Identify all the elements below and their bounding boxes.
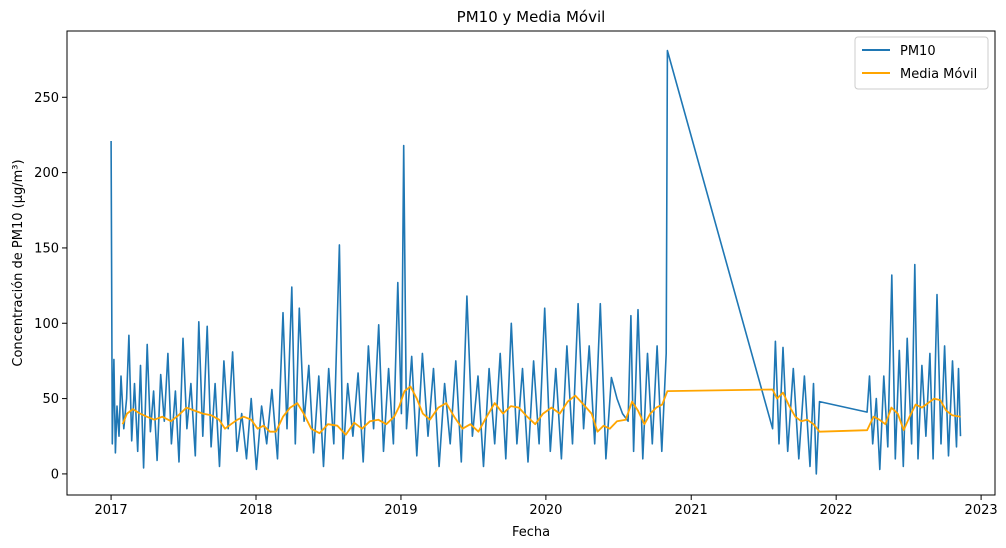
x-tick-label: 2018 <box>239 503 272 518</box>
y-tick-label: 250 <box>34 91 59 106</box>
x-tick-label: 2019 <box>384 503 417 518</box>
x-tick-label: 2020 <box>529 503 562 518</box>
legend-label-pm10: PM10 <box>900 44 936 59</box>
pm10-series-line <box>110 49 962 475</box>
legend: PM10 Media Móvil <box>854 36 989 90</box>
y-tick-label: 100 <box>34 317 59 332</box>
x-tick-label: 2022 <box>820 503 853 518</box>
series-layer <box>110 49 962 475</box>
legend-label-media-movil: Media Móvil <box>900 67 977 82</box>
x-tick-label: 2023 <box>965 503 998 518</box>
media-movil-series-line <box>121 385 961 436</box>
y-axis-label: Concentración de PM10 (µg/m³) <box>11 159 26 366</box>
x-axis: 2017 2018 2019 2020 2021 2022 2023 <box>95 495 998 518</box>
y-axis: 0 50 100 150 200 250 <box>34 91 67 482</box>
x-axis-label: Fecha <box>512 525 550 540</box>
plot-frame <box>66 30 996 496</box>
chart-title: PM10 y Media Móvil <box>457 8 606 26</box>
x-tick-label: 2021 <box>675 503 708 518</box>
y-tick-label: 50 <box>42 392 59 407</box>
x-tick-label: 2017 <box>95 503 128 518</box>
y-tick-label: 150 <box>34 241 59 256</box>
y-tick-label: 0 <box>51 467 59 482</box>
y-tick-label: 200 <box>34 166 59 181</box>
